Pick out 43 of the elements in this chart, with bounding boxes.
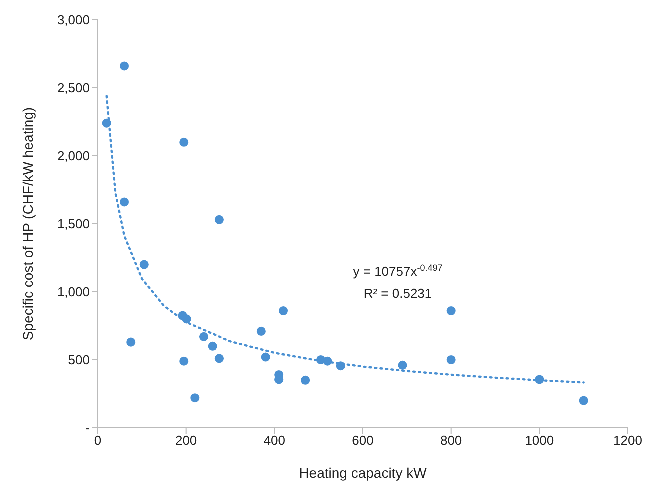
x-tick-label: 0	[94, 433, 102, 448]
annotation: R² = 0.5231	[364, 286, 432, 301]
x-tick-label: 600	[352, 433, 374, 448]
line-series	[106, 95, 585, 384]
point	[180, 138, 189, 147]
annotation: y = 10757x$^{-0.497}$	[353, 263, 443, 279]
point	[214, 215, 224, 224]
y-tick-label: 1,000	[57, 284, 90, 300]
point	[140, 260, 149, 270]
point	[190, 394, 200, 403]
point	[261, 352, 270, 362]
point	[120, 198, 130, 207]
point	[446, 355, 456, 365]
x-tick-label: 1000	[525, 433, 554, 448]
point	[120, 62, 130, 71]
point	[579, 396, 588, 406]
x-axis-title: Heating capacity kW	[299, 465, 428, 481]
point	[278, 306, 288, 316]
y-tick-label: 2,000	[57, 148, 90, 164]
y-tick-label: 2,500	[57, 80, 90, 96]
y-tick-label: 500	[68, 352, 90, 368]
y-tick-label: 3,000	[57, 12, 90, 28]
point	[208, 342, 218, 351]
y-axis-title: Specific cost of HP (CHF/kW heating)	[20, 107, 36, 341]
point	[102, 118, 112, 128]
point	[214, 354, 224, 364]
point	[182, 314, 192, 324]
point	[323, 356, 332, 366]
x-tick-label: 200	[175, 433, 198, 448]
point	[126, 338, 136, 347]
point	[301, 376, 310, 385]
y-tick-label: -	[86, 420, 90, 436]
x-tick-label: 400	[264, 433, 286, 448]
x-tick-label: 1200	[614, 433, 642, 448]
point	[180, 356, 189, 366]
point	[398, 360, 408, 370]
point	[256, 326, 266, 336]
point	[336, 362, 346, 371]
x-tick-label: 800	[440, 433, 462, 448]
y-tick-label: 1,500	[57, 216, 90, 232]
point	[446, 306, 456, 316]
point	[535, 375, 544, 384]
point	[199, 332, 209, 342]
